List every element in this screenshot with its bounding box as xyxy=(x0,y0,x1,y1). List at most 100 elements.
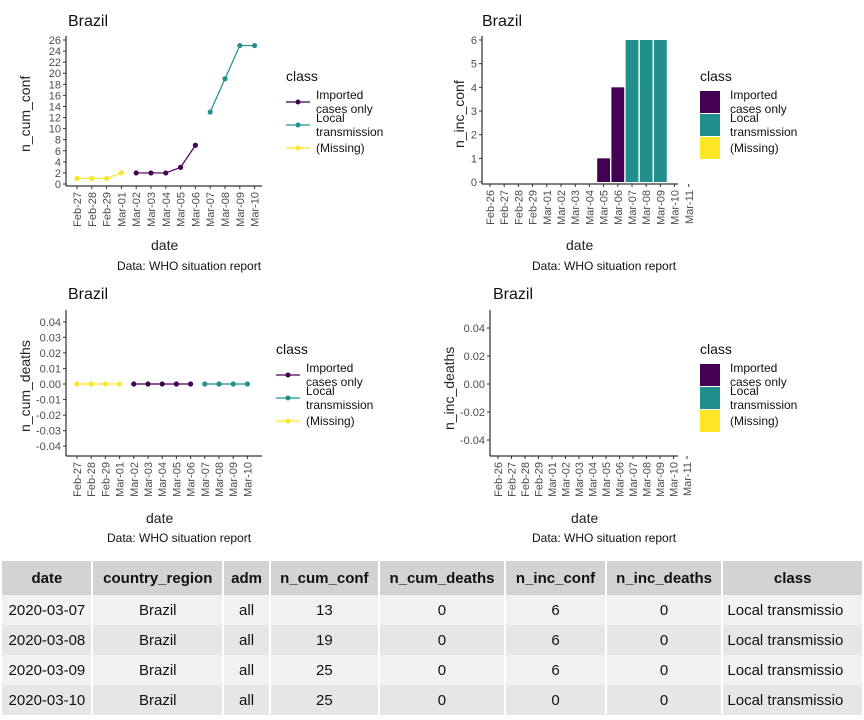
y-tick-label: 0.02 xyxy=(40,348,61,360)
data-point xyxy=(216,381,222,387)
y-tick-label: 0.03 xyxy=(40,332,61,344)
y-tick-label: 26 xyxy=(49,35,61,47)
bar xyxy=(639,40,653,182)
table-header-row: date country_region adm n_cum_conf n_cum… xyxy=(0,561,864,595)
x-tick-label: Mar-08 xyxy=(642,462,654,497)
table-header-rownum xyxy=(0,561,3,595)
x-axis-title: date xyxy=(146,510,174,526)
x-tick-label: Mar-02 xyxy=(131,192,143,227)
table-cell: 0 xyxy=(605,655,724,685)
x-axis-title: date xyxy=(571,510,599,526)
data-point xyxy=(188,381,194,387)
legend-label: Local transmission xyxy=(730,383,798,412)
table-header-cell: n_inc_deaths xyxy=(605,561,724,595)
data-point xyxy=(207,109,213,115)
table-cell: Brazil xyxy=(92,655,225,685)
x-tick-label: Mar-06 xyxy=(186,462,198,497)
x-tick-label: Mar-03 xyxy=(143,462,155,497)
x-tick-label: Feb-29 xyxy=(100,462,112,497)
legend-item: Imported cases only xyxy=(276,361,373,389)
x-tick-label: Mar-10 xyxy=(669,462,681,497)
y-tick-label: -0.04 xyxy=(36,441,61,453)
legend-label: (Missing) xyxy=(306,413,355,428)
x-tick-label: Mar-10 xyxy=(250,192,262,227)
table-cell: Brazil xyxy=(92,685,225,715)
legend: class Imported cases only Local transmis… xyxy=(700,68,797,159)
x-tick-label: Mar-11 xyxy=(682,462,694,496)
x-tick-label: Mar-01 xyxy=(542,190,554,225)
data-table: date country_region adm n_cum_conf n_cum… xyxy=(0,561,864,715)
x-tick-label: Mar-04 xyxy=(157,462,169,497)
legend-label: (Missing) xyxy=(316,140,365,155)
data-point xyxy=(148,170,154,176)
x-axis-title: date xyxy=(566,237,594,253)
series-line xyxy=(209,44,255,113)
x-tick-label: Mar-07 xyxy=(627,190,639,225)
chart-title: Brazil xyxy=(68,286,109,303)
data-point xyxy=(74,381,80,387)
legend-label: (Missing) xyxy=(730,140,779,155)
table-cell: all xyxy=(223,595,272,625)
legend-fill-key xyxy=(700,136,720,159)
legend-item: Local transmission xyxy=(286,111,383,139)
table-header-cell: class xyxy=(722,561,864,595)
legend: class Imported cases only Local transmis… xyxy=(286,68,383,159)
x-tick-label: Mar-09 xyxy=(235,192,247,227)
data-point xyxy=(88,381,94,387)
x-tick-label: Mar-07 xyxy=(205,192,217,227)
table-row: 7 2020-03-07 Brazil all 13 0 6 0 Local t… xyxy=(0,595,864,625)
x-tick-label: Feb-27 xyxy=(72,192,84,227)
y-tick-label: 4 xyxy=(55,157,61,169)
table-cell: 0 xyxy=(605,595,724,625)
legend-item: (Missing) xyxy=(700,409,797,432)
legend-label: Imported cases only xyxy=(730,360,787,389)
x-tick-label: Mar-07 xyxy=(200,462,212,497)
x-tick-label: Mar-11 xyxy=(684,190,696,224)
table-cell: 2020-03-10 xyxy=(1,685,94,715)
y-tick-label: 0.01 xyxy=(40,363,61,375)
legend-title: class xyxy=(276,341,308,357)
legend-item: (Missing) xyxy=(700,136,797,159)
chart-caption: Data: WHO situation report xyxy=(107,531,252,545)
table-row: 4 2020-03-10 Brazil all 25 0 0 0 Local t… xyxy=(0,685,864,715)
legend-line-key xyxy=(286,114,310,136)
x-tick-label: Mar-10 xyxy=(242,462,254,497)
y-tick-label: 8 xyxy=(55,135,61,147)
y-tick-label: 3 xyxy=(471,106,477,118)
table-rownum: 4 xyxy=(0,685,3,715)
x-tick-label: Mar-05 xyxy=(176,192,188,227)
x-tick-label: Mar-09 xyxy=(655,190,667,225)
x-tick-label: Mar-04 xyxy=(584,190,596,225)
table-cell: 2020-03-07 xyxy=(1,595,94,625)
x-tick-label: Mar-01 xyxy=(547,462,559,497)
legend-line-key xyxy=(286,91,310,113)
y-tick-label: 0 xyxy=(471,177,477,189)
data-point xyxy=(102,381,108,387)
legend-fill-key xyxy=(700,386,720,409)
y-tick-label: 0.04 xyxy=(40,317,61,329)
x-tick-label: Feb-27 xyxy=(72,462,84,497)
chart-caption: Data: WHO situation report xyxy=(532,259,677,273)
table-cell: 0 xyxy=(378,685,507,715)
table-cell: 19 xyxy=(270,625,380,655)
table-cell: 2020-03-08 xyxy=(1,625,94,655)
chart-caption: Data: WHO situation report xyxy=(117,259,262,273)
x-tick-label: Mar-05 xyxy=(599,190,611,225)
series-line xyxy=(136,144,196,174)
data-point xyxy=(163,170,169,176)
table-cell: all xyxy=(223,625,272,655)
data-point xyxy=(244,381,250,387)
bar xyxy=(597,158,610,182)
y-tick-label: 0.00 xyxy=(464,379,485,391)
y-tick-label: 18 xyxy=(49,79,61,91)
x-tick-label: Feb-28 xyxy=(513,190,525,225)
x-tick-label: Mar-02 xyxy=(561,462,573,497)
table-cell: 0 xyxy=(605,685,724,715)
legend-title: class xyxy=(700,68,732,84)
x-tick-label: Feb-28 xyxy=(86,462,98,497)
table-cell: Brazil xyxy=(92,625,225,655)
data-point xyxy=(173,381,179,387)
table-cell: all xyxy=(223,655,272,685)
data-point xyxy=(222,76,228,82)
chart-title: Brazil xyxy=(493,286,534,303)
